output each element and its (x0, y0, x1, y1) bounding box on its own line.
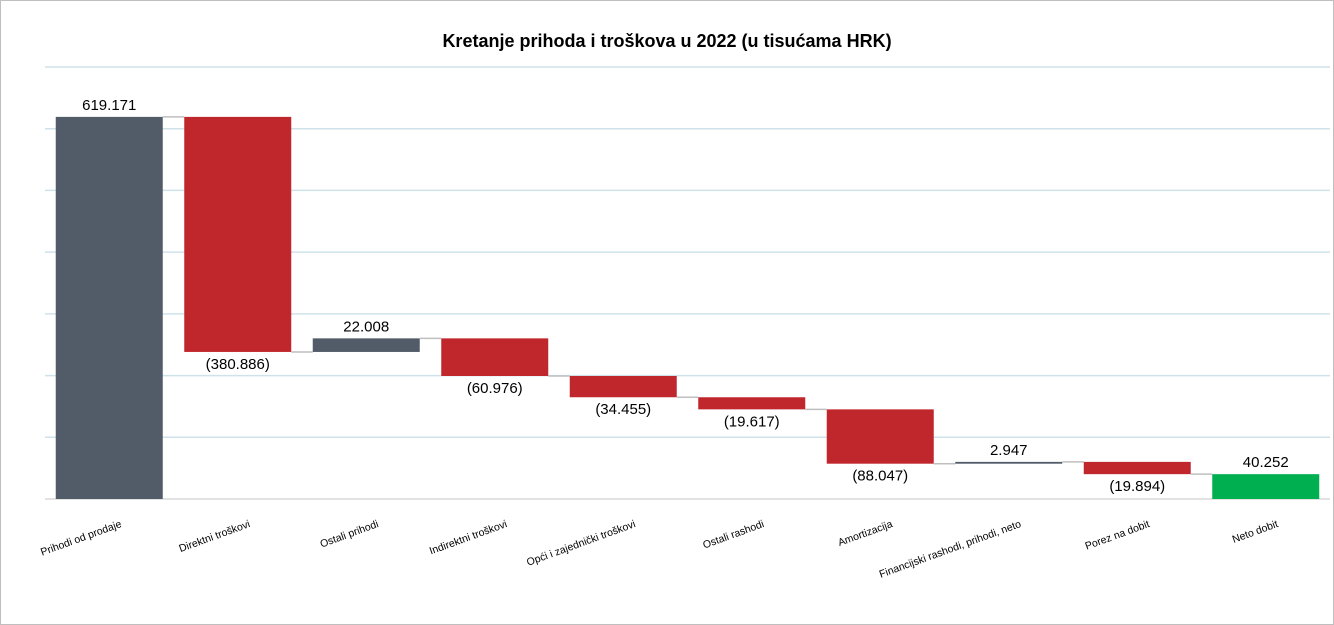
bar (569, 375, 677, 398)
value-label: (380.886) (206, 356, 270, 373)
chart-title: Kretanje prihoda i troškova u 2022 (u ti… (442, 31, 891, 51)
bar (1212, 474, 1320, 499)
value-label: (19.894) (1109, 478, 1165, 495)
bar (312, 338, 420, 352)
bar (441, 338, 549, 376)
value-label: (88.047) (852, 468, 908, 485)
bar (184, 116, 292, 352)
value-label: 22.008 (343, 318, 389, 335)
value-label: 40.252 (1243, 454, 1289, 471)
bar (1083, 461, 1191, 475)
value-label: 619.171 (82, 97, 136, 114)
bar (55, 116, 163, 499)
value-label: 2.947 (990, 442, 1028, 459)
value-label: (60.976) (467, 380, 523, 397)
value-label: (34.455) (595, 401, 651, 418)
bar (955, 461, 1063, 464)
bar (826, 409, 934, 464)
bar (698, 397, 806, 410)
value-label: (19.617) (724, 413, 780, 430)
